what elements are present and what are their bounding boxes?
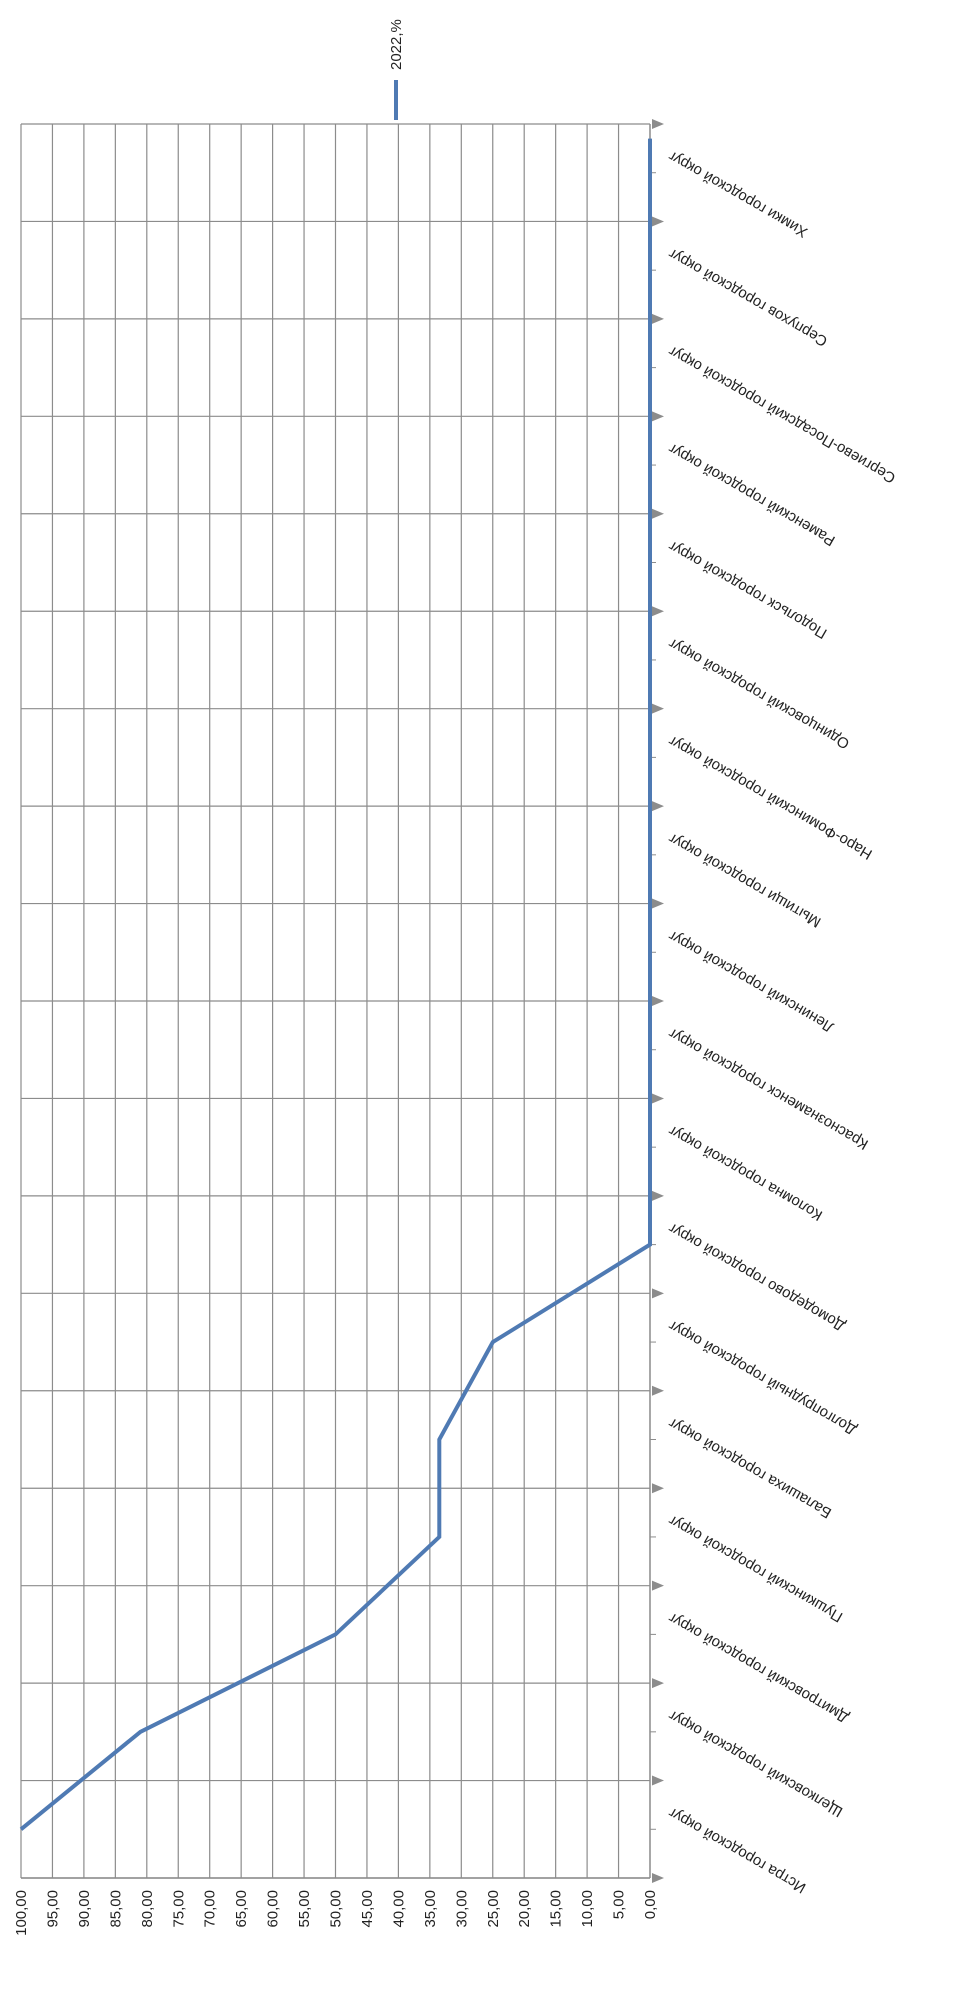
value-tick-label: 5,00 [611,1890,628,1919]
category-tick-marker [652,1288,664,1298]
category-tick-marker [652,509,664,519]
category-label: Пушкинский городской округ [665,1511,846,1625]
category-tick-marker [652,899,664,909]
category-tick-marker [652,1483,664,1493]
value-tick-label: 10,00 [579,1890,596,1928]
value-tick-label: 60,00 [265,1890,282,1928]
value-tick-label: 90,00 [76,1890,93,1928]
value-tick-label: 40,00 [390,1890,407,1928]
category-tick-marker [652,411,664,421]
value-tick-label: 65,00 [233,1890,250,1928]
category-tick-marker [652,1873,664,1883]
value-tick-label: 55,00 [296,1890,313,1928]
category-label: Истра городской округ [665,1804,809,1897]
value-tick-label: 20,00 [516,1890,533,1928]
category-label: Долгопрудный городской округ [665,1316,859,1438]
category-label: Щелковский городской округ [665,1706,846,1820]
category-tick-marker [652,996,664,1006]
category-label: Ленинский городской округ [665,927,837,1036]
value-tick-label: 0,00 [642,1890,659,1919]
category-tick-marker [652,1093,664,1103]
category-label: Подольск городской округ [665,537,830,642]
category-label: Коломна городской округ [665,1121,825,1223]
legend-label: 2022,% [388,19,405,70]
category-tick-marker [652,314,664,324]
value-tick-label: 80,00 [139,1890,156,1928]
category-label: Краснознаменск городской округ [665,1024,871,1153]
value-tick-label: 70,00 [202,1890,219,1928]
category-label: Серпухов городской округ [665,244,830,349]
category-label: Балашиха городской округ [665,1414,834,1522]
category-tick-marker [652,606,664,616]
value-tick-label: 15,00 [548,1890,565,1928]
category-label: Раменский городской округ [665,439,838,549]
category-tick-marker [652,801,664,811]
category-label: Дмитровский городской округ [665,1609,851,1726]
category-tick-marker [652,1776,664,1786]
category-tick-marker [652,1678,664,1688]
value-tick-label: 30,00 [453,1890,470,1928]
value-tick-label: 95,00 [44,1890,61,1928]
value-tick-label: 85,00 [107,1890,124,1928]
category-tick-marker [652,119,664,129]
category-tick-marker [652,1191,664,1201]
category-label: Одинцовский городской округ [665,634,852,752]
value-tick-label: 25,00 [485,1890,502,1928]
category-label: Мытищи городской округ [665,829,824,931]
value-tick-label: 45,00 [359,1890,376,1928]
category-label: Домодедово городской округ [665,1219,848,1334]
category-label: Химки городской округ [665,147,810,241]
value-tick-label: 100,00 [13,1890,30,1936]
category-tick-marker [652,704,664,714]
category-tick-marker [652,1581,664,1591]
value-tick-label: 35,00 [422,1890,439,1928]
category-tick-marker [652,1386,664,1396]
value-tick-label: 75,00 [170,1890,187,1928]
value-tick-label: 50,00 [328,1890,345,1928]
category-tick-marker [652,216,664,226]
